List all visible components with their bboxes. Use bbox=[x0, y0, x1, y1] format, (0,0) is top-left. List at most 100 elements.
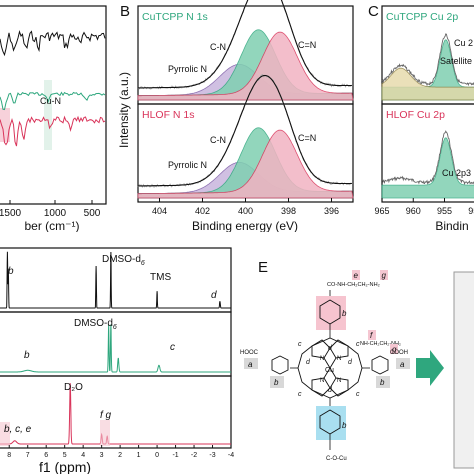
nmr-highlight-b bbox=[0, 422, 10, 446]
n-cu-bond bbox=[323, 367, 331, 379]
nmr-plot: b DMSO-d6 TMS d DMSO-d6 b c D₂O b, c, e … bbox=[0, 247, 234, 474]
nmr-mid-dmso-text: DMSO-d bbox=[74, 318, 113, 329]
xps-x-ticks: 404 402 400 398 396 bbox=[152, 198, 339, 216]
xps-bottom-subplot bbox=[137, 73, 354, 199]
nmr-x-ticks: 8 7 6 5 4 3 2 1 0 -1 -2 -3 -4 bbox=[7, 445, 234, 459]
nmr-tick-label: 1 bbox=[137, 452, 141, 459]
nmr-mid-frame bbox=[0, 311, 232, 377]
envelope-trace bbox=[138, 0, 352, 89]
ftir-x-ticks: 1500 1000 500 bbox=[0, 200, 101, 219]
right-group-label: NH-CH₂CH₂-NH₂ bbox=[360, 341, 401, 347]
nmr-tick-label: -2 bbox=[191, 452, 197, 459]
xps-top-subplot bbox=[137, 0, 354, 101]
cu-tick-label: 965 bbox=[374, 206, 389, 216]
label-g-top: g bbox=[382, 271, 387, 280]
label-f: f bbox=[370, 331, 373, 340]
n-atom: N bbox=[320, 356, 324, 362]
next-panel-edge bbox=[453, 271, 474, 469]
label-a-left: a bbox=[248, 360, 253, 369]
cu-tick-label: 955 bbox=[437, 206, 452, 216]
ftir-trace-red bbox=[0, 115, 106, 147]
n-cu-bond bbox=[323, 357, 331, 369]
label-d: d bbox=[328, 345, 333, 352]
ftir-x-label: ber (cm⁻¹) bbox=[25, 219, 80, 232]
ftir-tick-label: 500 bbox=[84, 208, 101, 219]
nmr-top-dmso-text: DMSO-d bbox=[102, 254, 141, 265]
bottom-group-label: C-O-Cu bbox=[326, 456, 347, 462]
panel-e-structure: E CO-NH-CH₂CH₂-NH₂ e g b Cu N N N N d d bbox=[240, 250, 474, 474]
ftir-annotation: Cu-N bbox=[40, 96, 61, 106]
label-b-bottom: b bbox=[342, 421, 347, 430]
xps-top-peak-c=n: C=N bbox=[298, 40, 316, 50]
xps-bottom-title: HLOF N 1s bbox=[142, 109, 195, 121]
peak-c=n bbox=[137, 31, 354, 101]
label-a-right: a bbox=[400, 360, 405, 369]
nmr-tick-label: 2 bbox=[118, 452, 122, 459]
pyrrole-ring bbox=[311, 377, 331, 397]
xps-tick-label: 396 bbox=[324, 206, 339, 216]
nmr-x-label: f1 (ppm) bbox=[39, 459, 91, 474]
nmr-trace-black bbox=[0, 251, 231, 309]
peak-c=n bbox=[137, 129, 354, 199]
cu-tick-label: 950 bbox=[468, 206, 474, 216]
nmr-bot-label-fg: f g bbox=[100, 410, 112, 421]
cu-bottom-subplot bbox=[381, 130, 474, 199]
phenyl-box-right bbox=[376, 376, 390, 388]
label-box-g bbox=[390, 344, 398, 354]
macrocycle bbox=[297, 337, 363, 399]
xps-bottom-peak-pyrrolic: Pyrrolic N bbox=[168, 160, 207, 170]
cu-x-label: Bindin bbox=[435, 219, 468, 232]
label-b-right: b bbox=[380, 378, 385, 387]
label-c: c bbox=[356, 391, 360, 398]
green-arrow bbox=[416, 350, 444, 386]
label-c: c bbox=[298, 341, 302, 348]
panel-a-ftir: Cu-N 1500 1000 500 ber (cm⁻¹) bbox=[0, 0, 110, 232]
ftir-highlight-cu-n bbox=[44, 80, 52, 150]
ftir-tick-label: 1500 bbox=[0, 208, 22, 219]
n-cu-bond bbox=[329, 367, 337, 379]
cooh-left: HOOC bbox=[240, 350, 259, 356]
cooh-right: COOH bbox=[390, 350, 408, 356]
xps-tick-label: 404 bbox=[152, 206, 167, 216]
xps-top-title: CuTCPP N 1s bbox=[142, 11, 208, 23]
label-d: d bbox=[306, 359, 311, 366]
label-box-a-right bbox=[396, 358, 410, 369]
panel-letter: B bbox=[120, 3, 130, 20]
nmr-tick-label: 7 bbox=[26, 452, 30, 459]
cu-tick-label: 960 bbox=[406, 206, 421, 216]
satellite-peak bbox=[381, 67, 474, 101]
envelope-trace bbox=[138, 74, 352, 187]
phenyl-ring-right bbox=[371, 355, 389, 375]
porphyrin-core bbox=[297, 337, 363, 399]
cu-top-subplot bbox=[381, 33, 474, 101]
nmr-mid-dmso-sub: 6 bbox=[113, 324, 117, 331]
cu-top-label-satellite: Satellite bbox=[440, 56, 472, 66]
cu-main-peak bbox=[381, 137, 474, 199]
label-box-f bbox=[368, 330, 376, 340]
panel-b-xps-n1s: B Intensity (a.u.) CuTCPP N 1s HLOF N 1s… bbox=[110, 0, 360, 232]
molecule-diagram: E CO-NH-CH₂CH₂-NH₂ e g b Cu N N N N d d bbox=[240, 259, 474, 469]
nmr-tick-label: 6 bbox=[44, 452, 48, 459]
xps-bottom-peak-cn: C-N bbox=[210, 135, 226, 145]
nmr-top-label-b: b bbox=[8, 266, 14, 277]
label-b-top: b bbox=[342, 309, 347, 318]
panel-letter: E bbox=[258, 259, 268, 276]
nmr-top-label-dmso: DMSO-d6 bbox=[102, 254, 145, 267]
nmr-bot-label-bce: b, c, e bbox=[4, 424, 32, 435]
label-b-left: b bbox=[274, 378, 279, 387]
label-e: e bbox=[354, 271, 359, 280]
pyrrole-ring bbox=[329, 377, 349, 397]
xps-top-peak-cn: C-N bbox=[210, 42, 226, 52]
nmr-tick-label: 0 bbox=[155, 452, 159, 459]
top-group-label: CO-NH-CH₂CH₂-NH₂ bbox=[327, 282, 380, 288]
n-atom: N bbox=[337, 378, 341, 384]
ftir-trace-black bbox=[0, 30, 106, 57]
xps-bottom-peak-c=n: C=N bbox=[298, 133, 316, 143]
label-d: d bbox=[348, 359, 353, 366]
label-c: c bbox=[356, 341, 360, 348]
xps-tick-label: 398 bbox=[281, 206, 296, 216]
label-box-g-top bbox=[380, 270, 388, 280]
ftir-frame bbox=[0, 5, 107, 205]
nmr-trace-red bbox=[0, 383, 231, 445]
nmr-tick-label: 3 bbox=[100, 452, 104, 459]
